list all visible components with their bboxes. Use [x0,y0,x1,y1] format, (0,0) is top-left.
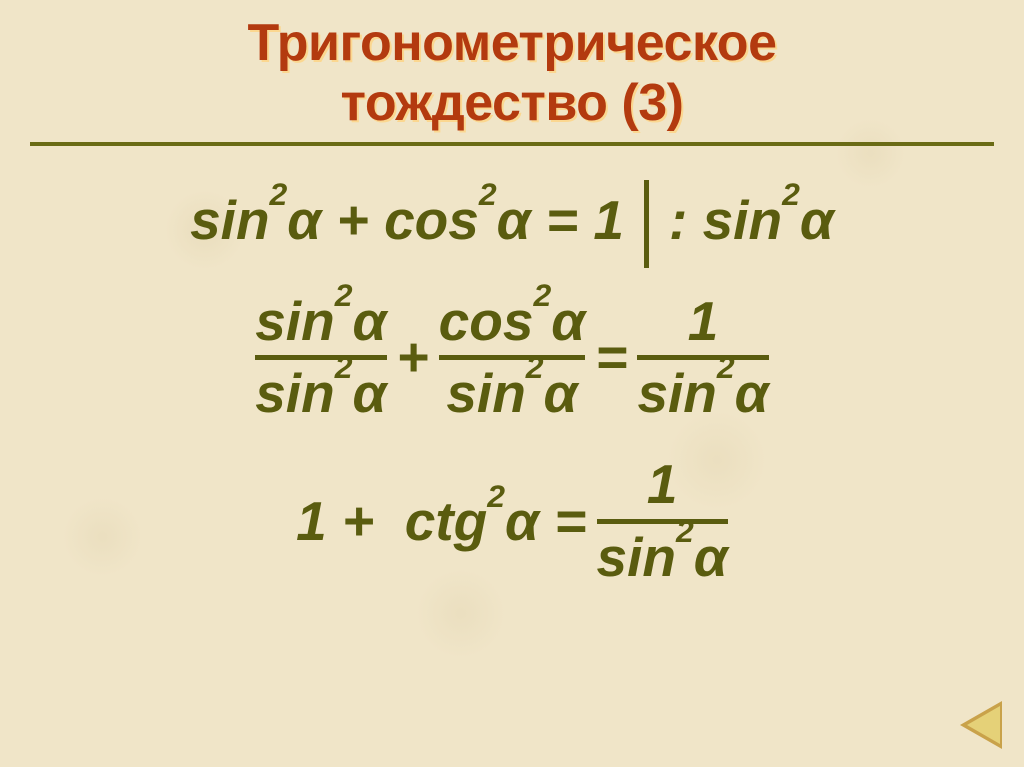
eq3-left: 1 + ctg2α = [296,489,586,553]
eq1-left: sin2α + cos2α = 1 [190,188,624,252]
frac2-denominator: sin2α [446,364,577,423]
vertical-divider [644,180,649,268]
fraction-bar [597,519,728,524]
fraction-1: sin2α sin2α [255,292,386,424]
fraction-2: cos2α sin2α [439,292,586,424]
prev-arrow-icon [967,706,1000,744]
equation-2: sin2α sin2α + cos2α sin2α = 1 sin2α [0,292,1024,424]
fraction-bar [255,355,386,360]
frac4-denominator: sin2α [597,528,728,587]
frac4-numerator: 1 [647,455,678,514]
title-line-2: тождество (3) [0,74,1024,134]
frac3-denominator: sin2α [637,364,768,423]
title-line-1: Тригонометрическое [0,14,1024,74]
prev-slide-button[interactable] [960,701,1002,749]
fraction-3: 1 sin2α [637,292,768,424]
frac3-numerator: 1 [688,292,719,351]
math-content: sin2α + cos2α = 1 : sin2α sin2α sin2α + … [0,176,1024,588]
fraction-bar [439,355,586,360]
operator-equals: = [595,325,627,389]
slide-title: Тригонометрическое тождество (3) [0,0,1024,134]
eq1-right: : sin2α [669,188,834,252]
frac2-numerator: cos2α [439,292,586,351]
equation-3: 1 + ctg2α = 1 sin2α [0,455,1024,587]
fraction-4: 1 sin2α [597,455,728,587]
title-underline [30,142,994,146]
frac1-numerator: sin2α [255,292,386,351]
equation-1: sin2α + cos2α = 1 : sin2α [0,176,1024,264]
operator-plus: + [397,325,429,389]
frac1-denominator: sin2α [255,364,386,423]
fraction-bar [637,355,768,360]
